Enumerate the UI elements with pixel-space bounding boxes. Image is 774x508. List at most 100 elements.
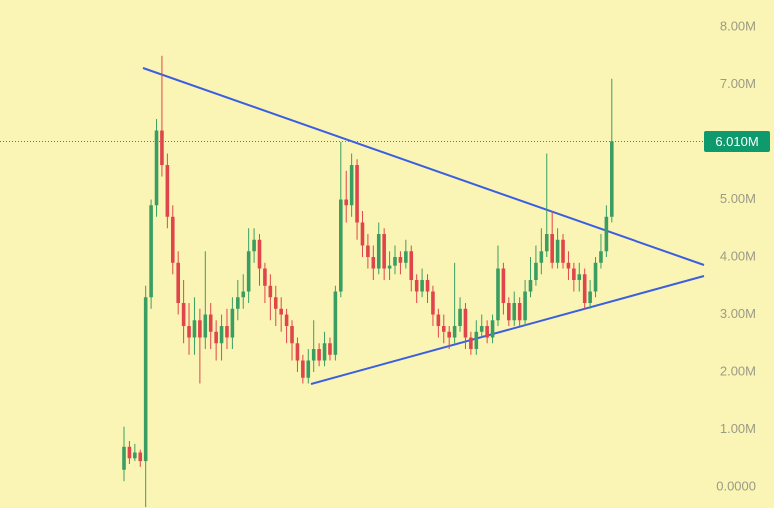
candle-body (604, 216, 609, 252)
candle-body (133, 452, 137, 459)
candle-body (344, 199, 349, 206)
candle-body (263, 268, 267, 286)
candle-body (523, 291, 527, 321)
candle-body (371, 257, 376, 269)
candle-body (420, 280, 424, 292)
candle-body (322, 343, 327, 361)
y-tick-label: 4.00M (720, 248, 756, 263)
candle-body (241, 291, 246, 298)
y-tick-label: 8.00M (720, 18, 756, 33)
candle-body (366, 245, 370, 258)
candle-body (306, 360, 311, 378)
trendline (310, 275, 705, 385)
candle-body (436, 314, 441, 327)
candle-body (469, 337, 473, 350)
candle-body (376, 234, 381, 269)
y-tick-label: 2.00M (720, 363, 756, 378)
candle-body (165, 165, 170, 217)
candle-body (279, 308, 283, 315)
candle-body (534, 262, 538, 281)
candle-body (544, 234, 549, 252)
candle-body (349, 165, 354, 206)
candle-body (441, 326, 446, 332)
candle-body (198, 320, 202, 338)
candle-body (414, 280, 419, 292)
y-tick-label: 7.00M (720, 76, 756, 91)
candle-body (295, 343, 300, 361)
candle-body (192, 320, 197, 338)
candle-body (393, 257, 397, 266)
candle-body (138, 452, 143, 462)
candle-body (181, 303, 186, 327)
candle-body (588, 291, 592, 304)
candle-body (382, 234, 386, 269)
candle-body (225, 326, 229, 338)
candle-body (528, 280, 533, 292)
candle-body (431, 291, 435, 315)
candle-body (479, 326, 484, 332)
candle-body (214, 331, 218, 344)
y-tick-label: 3.00M (720, 306, 756, 321)
candle-body (398, 257, 403, 263)
candle-body (463, 308, 468, 338)
candle-body (236, 297, 240, 309)
candle-body (387, 265, 392, 269)
candle-body (550, 234, 554, 263)
candle-body (230, 308, 235, 338)
candle-body (485, 326, 489, 338)
trendline (142, 67, 705, 266)
candle-body (170, 216, 175, 263)
candle-body (566, 262, 571, 269)
y-tick-label: 1.00M (720, 421, 756, 436)
candle-body (149, 205, 153, 298)
candle-body (273, 297, 278, 309)
candle-body (507, 303, 511, 321)
candle-body (339, 199, 343, 292)
candle-body (333, 291, 338, 355)
candle-body (127, 446, 132, 459)
candle-body (501, 268, 506, 304)
candle-body (496, 268, 500, 321)
candle-body (490, 320, 495, 338)
candle-body (122, 446, 126, 470)
candle-body (203, 314, 208, 338)
y-tick-label: 5.00M (720, 191, 756, 206)
candle-body (328, 343, 332, 355)
candle-body (208, 314, 213, 332)
candle-body (517, 303, 522, 321)
candle-body (512, 303, 517, 321)
candle-body (599, 251, 603, 263)
candle-body (219, 326, 224, 344)
candle-body (577, 274, 582, 281)
candle-body (572, 268, 576, 281)
candle-body (582, 274, 587, 304)
candle-body (539, 251, 544, 263)
candle-body (160, 130, 164, 166)
candle-body (268, 285, 273, 298)
candle-body (176, 262, 180, 304)
candle-body (143, 297, 148, 462)
candle-body (447, 331, 451, 338)
candle-body (409, 251, 414, 281)
candle-body (301, 360, 305, 378)
candle-body (593, 262, 598, 292)
candle-body (284, 314, 289, 327)
candle-body (311, 349, 316, 361)
candle-body (458, 308, 462, 327)
candle-body (317, 349, 321, 361)
candle-body (154, 130, 159, 206)
last-price-box (704, 130, 770, 152)
last-price-label: 6.010M (715, 134, 758, 149)
candle-body (290, 326, 294, 344)
candle-body (561, 239, 565, 263)
candle-body (252, 239, 256, 252)
candle-body (257, 239, 262, 269)
candle-body (360, 222, 365, 246)
candle-body (452, 326, 457, 338)
y-tick-label: 0.0000 (716, 478, 756, 493)
candle-body (610, 141, 614, 217)
candle-body (355, 165, 359, 223)
candle-body (187, 326, 191, 338)
candle-body (404, 251, 408, 263)
